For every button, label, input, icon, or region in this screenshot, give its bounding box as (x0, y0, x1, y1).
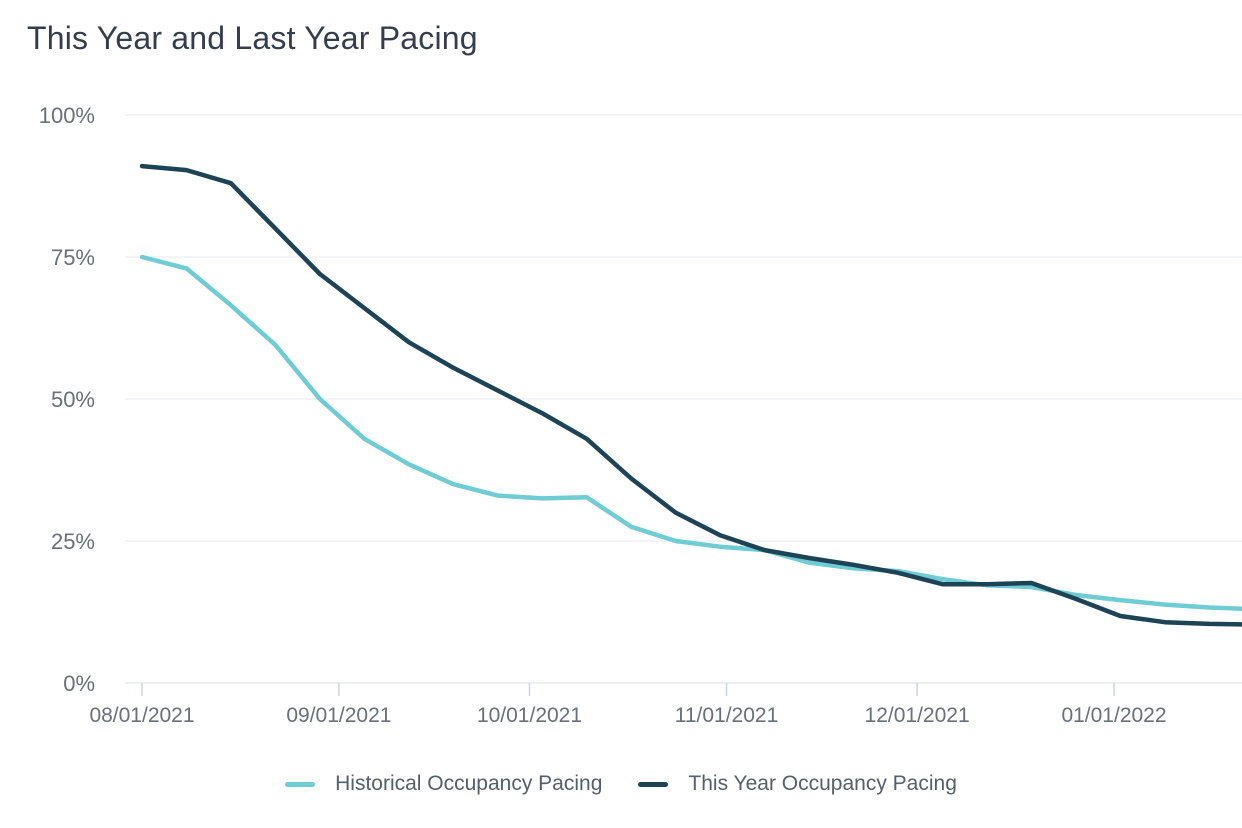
pacing-line-chart[interactable]: 100% 75% 50% 25% 0% 08/01/2021 09/01/2021 10/01… (0, 0, 1242, 745)
historical-series-swatch-icon (285, 781, 316, 787)
y-axis-label: 100% (39, 103, 95, 128)
x-axis-label: 12/01/2021 (865, 704, 970, 727)
series-line-this-year[interactable] (139, 163, 1242, 627)
x-axis-label: 11/01/2021 (675, 704, 779, 727)
page-title: This Year and Last Year Pacing (27, 20, 478, 56)
legend-item-historical-occupancy-pacing[interactable]: Historical Occupancy Pacing (285, 772, 602, 796)
legend-label-historical: Historical Occupancy Pacing (335, 772, 603, 795)
x-axis-label: 08/01/2021 (89, 704, 194, 727)
x-axis-label: 01/01/2022 (1061, 704, 1166, 727)
chart-legend: Historical Occupancy Pacing This Year Oc… (0, 772, 1242, 796)
x-axis-label: 09/01/2021 (286, 704, 391, 727)
y-axis-label: 25% (51, 529, 95, 554)
series-line-historical[interactable] (139, 254, 1242, 612)
legend-item-this-year-occupancy-pacing[interactable]: This Year Occupancy Pacing (638, 772, 957, 796)
y-axis-label: 50% (51, 387, 95, 412)
legend-label-this-year: This Year Occupancy Pacing (688, 772, 957, 795)
y-axis-label: 0% (63, 671, 95, 696)
this-year-series-swatch-icon (638, 781, 669, 787)
x-axis-label: 10/01/2021 (477, 704, 582, 727)
y-axis-label: 75% (51, 245, 95, 270)
